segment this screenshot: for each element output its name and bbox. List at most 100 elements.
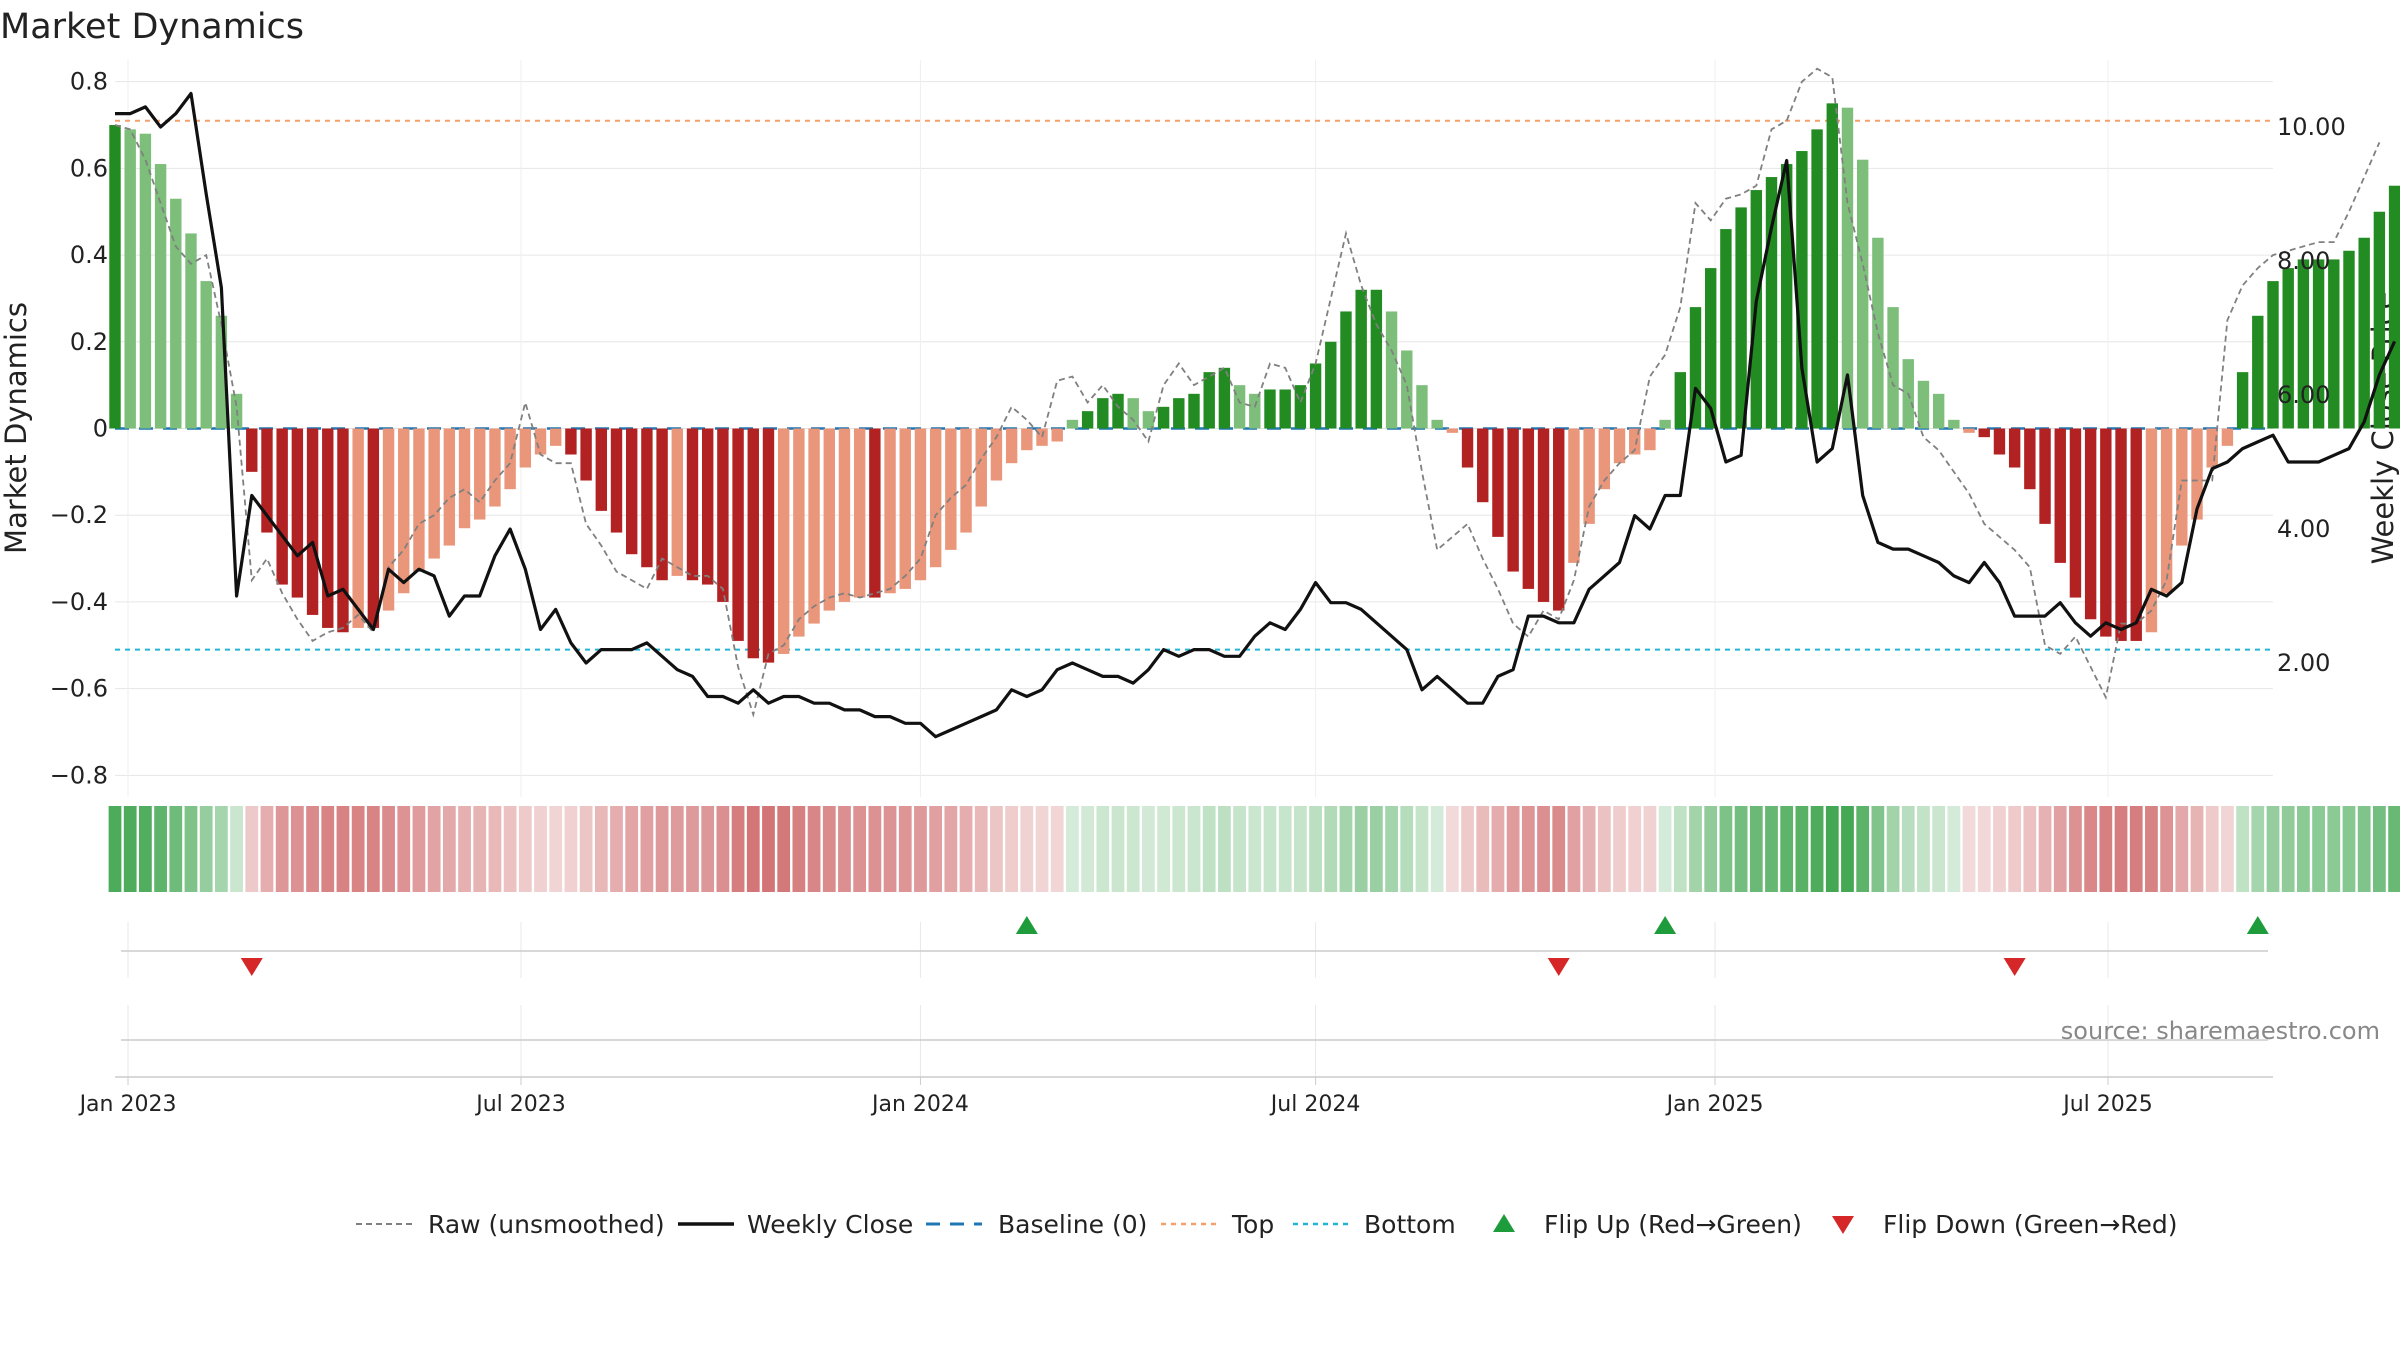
bar	[352, 428, 364, 628]
strip-cell	[1597, 806, 1611, 892]
bar	[1233, 385, 1246, 429]
strip-cell	[594, 806, 608, 892]
bar	[2267, 281, 2279, 429]
bar	[1416, 385, 1428, 429]
x-tick-label: Jul 2024	[1269, 1092, 1361, 1117]
bar	[1553, 428, 1565, 611]
bar	[291, 428, 304, 598]
strip-cell	[1856, 806, 1870, 892]
strip-cell	[1613, 806, 1626, 892]
strip-cell	[169, 806, 183, 892]
bar	[1780, 164, 1793, 429]
bar	[1568, 428, 1580, 563]
bar	[793, 428, 805, 637]
strip-cell	[762, 806, 775, 892]
strip-cell	[1263, 806, 1277, 892]
strip-cell	[458, 806, 471, 892]
strip-cell	[1658, 806, 1672, 892]
strip-cell	[625, 806, 639, 892]
strip-cell	[2357, 806, 2371, 892]
strip-cell	[1673, 806, 1687, 892]
bar	[458, 428, 471, 529]
bar	[671, 428, 683, 576]
strip-cell	[2114, 806, 2128, 892]
strip-cell	[731, 806, 745, 892]
bar	[717, 428, 729, 602]
strip-cell	[534, 806, 547, 892]
bar	[2176, 428, 2188, 546]
y-tick-label: −0.6	[50, 675, 108, 703]
strip-cell	[853, 806, 867, 892]
bar	[990, 428, 1003, 481]
bar	[2115, 428, 2127, 641]
bar	[2282, 268, 2294, 429]
bar	[200, 281, 212, 429]
bar	[2206, 428, 2218, 468]
strip-cell	[1157, 806, 1170, 892]
y-axis-ticks: 0.8 0.6 0.4 0.2 0 −0.2 −0.4 −0.6 −0.8	[50, 68, 108, 790]
strip-cell	[1749, 806, 1763, 892]
strip-cell	[2175, 806, 2189, 892]
strip-cell	[898, 806, 912, 892]
y2-tick-label: 4.00	[2277, 515, 2330, 543]
strip-cell	[1719, 806, 1733, 892]
legend-label: Bottom	[1364, 1210, 1456, 1239]
bar	[1127, 398, 1139, 429]
strip-cell	[290, 806, 304, 892]
strip-cell	[1202, 806, 1216, 892]
legend-label: Weekly Close	[747, 1210, 913, 1239]
strip-cell	[336, 806, 350, 892]
bar	[1340, 311, 1352, 429]
strip-cell	[1871, 806, 1885, 892]
x-tick-label: Jan 2025	[1665, 1092, 1764, 1117]
legend-label: Baseline (0)	[998, 1210, 1147, 1239]
strip-cell	[1932, 806, 1946, 892]
strip-cell	[214, 806, 228, 892]
bar	[428, 428, 440, 559]
bar	[869, 428, 881, 598]
strip-cell	[1035, 806, 1049, 892]
bar	[929, 428, 942, 568]
strip-cell	[1689, 806, 1702, 892]
bar	[2054, 428, 2066, 563]
strip-cell	[1537, 806, 1550, 892]
strip-cell	[123, 806, 137, 892]
bar	[306, 428, 319, 615]
strip-cell	[2023, 806, 2037, 892]
strip-cell	[1825, 806, 1839, 892]
strip-cell	[990, 806, 1003, 892]
bar	[1948, 419, 1960, 429]
bar	[2343, 250, 2355, 429]
bar	[899, 428, 911, 589]
bar	[1963, 428, 1975, 433]
bar	[2024, 428, 2036, 490]
bar	[1644, 428, 1656, 451]
strip-cell	[1780, 806, 1794, 892]
strip-cell	[1506, 806, 1520, 892]
y-tick-label: 0.6	[70, 154, 108, 182]
legend-label: Top	[1231, 1210, 1274, 1239]
y2-tick-label: 2.00	[2277, 649, 2330, 677]
bar	[1370, 289, 1383, 429]
legend-swatch	[1493, 1214, 1515, 1232]
bar	[1811, 129, 1823, 429]
strip-cell	[822, 806, 836, 892]
strip-cell	[792, 806, 806, 892]
x-tick-label: Jan 2024	[870, 1092, 969, 1117]
bar	[945, 428, 957, 550]
bar	[1993, 428, 2006, 455]
strip-cell	[746, 806, 760, 892]
bar	[1659, 419, 1671, 429]
flip-up-marker	[2246, 916, 2269, 934]
bar	[2373, 211, 2386, 429]
strip-cell	[2038, 806, 2052, 892]
strip-cell	[579, 806, 593, 892]
flip-down-marker	[240, 958, 263, 976]
bar	[1856, 159, 1869, 429]
bar	[246, 428, 258, 472]
strip-cell	[397, 806, 411, 892]
y-tick-label: 0	[93, 415, 108, 443]
raw-line	[114, 67, 2381, 718]
strip-cell	[2129, 806, 2143, 892]
